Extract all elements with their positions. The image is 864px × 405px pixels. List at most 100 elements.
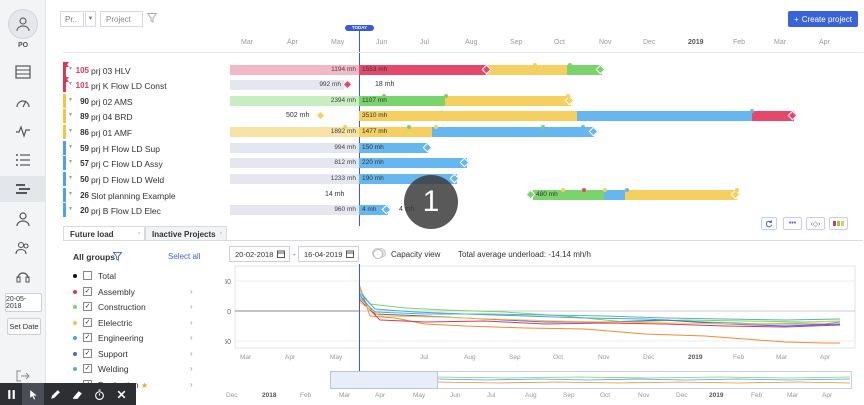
milestone-dot[interactable]	[582, 188, 586, 192]
expand-chevron-icon[interactable]: ▼	[68, 97, 73, 103]
milestone-dot[interactable]	[407, 125, 411, 129]
schedule-bar[interactable]	[625, 190, 737, 200]
project-row[interactable]: ▼ 105 prj 03 HLV 1194 mh 1553 mh	[63, 62, 863, 78]
project-row[interactable]: ▼ 89 prj 04 BRD 502 mh 3510 mh	[63, 109, 863, 124]
group-item[interactable]: ✓ Welding ›	[73, 364, 203, 377]
support-icon[interactable]	[13, 268, 33, 284]
funnel-icon[interactable]	[112, 252, 123, 261]
project-row[interactable]: ▼ 101 prj K Flow LD Const 992 mh 18 mh	[63, 77, 863, 93]
avatar[interactable]	[8, 9, 38, 39]
project-name[interactable]: Slot planning Example	[91, 191, 176, 201]
schedule-bar[interactable]: 3510 mh	[359, 111, 577, 121]
history-bar[interactable]: 1194 mh	[230, 65, 359, 75]
history-bar[interactable]: 992 mh	[230, 80, 344, 90]
milestone-dot[interactable]	[568, 63, 572, 67]
expand-chevron-icon[interactable]: ▼	[68, 81, 73, 87]
chevron-right-icon[interactable]: ›	[190, 364, 193, 373]
project-name[interactable]: prj 03 HLV	[91, 66, 131, 76]
filter-icon[interactable]	[146, 13, 158, 23]
table-icon[interactable]	[13, 64, 33, 80]
navigator-selection[interactable]	[330, 371, 438, 389]
schedule-bar[interactable]: 4 mh	[359, 205, 388, 215]
group-item[interactable]: ✓ Construction ›	[73, 302, 203, 315]
logout-icon[interactable]	[15, 370, 31, 382]
create-project-button[interactable]: + Create project	[788, 11, 858, 27]
milestone-dot[interactable]	[603, 188, 607, 192]
group-checkbox[interactable]: ✓	[83, 317, 92, 327]
milestone-dot[interactable]	[541, 125, 545, 129]
legend-toggle-button[interactable]	[829, 217, 848, 230]
project-row[interactable]: ▼ 26 Slot planning Example 14 mh 480 mh	[63, 188, 863, 203]
project-row[interactable]: ▼ 59 prj H Flow LD Sup 994 mh 150 mh	[63, 141, 863, 156]
project-name[interactable]: prj 02 AMS	[91, 97, 133, 107]
history-bar[interactable]: 2394 mh	[230, 96, 359, 106]
project-row[interactable]: ▼ 86 prj 01 AMF 1892 mh 1477 mh	[63, 125, 863, 140]
priority-filter-input[interactable]: Pr..	[60, 11, 84, 27]
project-name[interactable]: prj D Flow LD Weld	[91, 175, 165, 185]
group-checkbox[interactable]: ✓	[83, 348, 92, 358]
project-name[interactable]: prj C Flow LD Assy	[91, 159, 163, 169]
schedule-bar[interactable]: 480 mh	[533, 190, 604, 200]
project-name[interactable]: prj B Flow LD Elec	[91, 206, 161, 216]
schedule-bar[interactable]: 1553 mh	[359, 65, 486, 75]
chevron-right-icon[interactable]: ›	[190, 379, 193, 389]
group-checkbox[interactable]: ✓	[83, 333, 92, 342]
chevron-right-icon[interactable]: ›	[190, 333, 193, 342]
schedule-bar[interactable]: 1477 mh	[359, 127, 432, 137]
milestone-diamond[interactable]	[342, 79, 353, 90]
group-checkbox[interactable]: ✓	[83, 302, 92, 311]
chevron-right-icon[interactable]: ›	[190, 317, 193, 327]
gauge-icon[interactable]	[13, 94, 33, 110]
history-bar[interactable]: 812 mh	[230, 158, 359, 168]
activity-icon[interactable]	[13, 123, 33, 139]
project-filter-input[interactable]: Project	[100, 11, 143, 27]
schedule-bar[interactable]	[432, 127, 594, 137]
expand-chevron-icon[interactable]: ▼	[68, 191, 73, 197]
project-name[interactable]: prj 01 AMF	[91, 128, 133, 138]
close-toolbar-button[interactable]	[110, 383, 132, 405]
select-all-link[interactable]: Select all	[168, 252, 201, 261]
schedule-bar[interactable]: 1107 mh	[359, 96, 445, 106]
expand-chevron-icon[interactable]: ▼	[68, 144, 73, 150]
milestone-dot[interactable]	[382, 94, 386, 98]
chevron-right-icon[interactable]: ›	[190, 348, 193, 358]
group-item[interactable]: ✓ Elelectric ›	[73, 317, 203, 331]
pause-button[interactable]	[0, 383, 22, 405]
schedule-bar[interactable]	[567, 65, 602, 75]
schedule-bar[interactable]: 190 mh	[359, 174, 457, 184]
schedule-bar[interactable]	[577, 111, 752, 121]
project-row[interactable]: ▼ 57 prj C Flow LD Assy 812 mh 220 mh	[63, 156, 863, 171]
group-checkbox[interactable]: ✓	[83, 286, 92, 296]
schedule-bar[interactable]: 150 mh	[359, 143, 428, 153]
date-to-field[interactable]: 16-04-2019	[298, 246, 359, 262]
more-options-button[interactable]: •••	[783, 217, 802, 230]
date-from-field[interactable]: 20-02-2018	[229, 246, 290, 262]
list-icon[interactable]	[13, 152, 33, 168]
tab-future-load[interactable]: Future load ▫	[63, 226, 145, 241]
tab-close-icon[interactable]: ▫	[219, 230, 222, 237]
group-checkbox[interactable]: ✓	[83, 364, 92, 373]
milestone-dot[interactable]	[735, 188, 739, 192]
expand-chevron-icon[interactable]: ▼	[68, 112, 73, 118]
expand-chevron-icon[interactable]: ▼	[68, 206, 73, 212]
expand-chevron-icon[interactable]: ▼	[68, 159, 73, 165]
milestone-dot[interactable]	[581, 125, 585, 129]
gantt-icon[interactable]	[0, 176, 46, 202]
project-name[interactable]: prj H Flow LD Sup	[91, 144, 160, 154]
priority-filter-dropdown[interactable]: ▼	[85, 11, 96, 27]
zoom-button[interactable]: ‹◇›	[806, 217, 825, 230]
set-date-button[interactable]: Set Date	[7, 318, 41, 335]
capacity-view-toggle[interactable]	[372, 248, 386, 259]
expand-chevron-icon[interactable]: ▼	[68, 175, 73, 181]
project-row[interactable]: ▼ 90 prj 02 AMS 2394 mh 1107 mh	[63, 94, 863, 109]
pen-button[interactable]	[44, 383, 66, 405]
milestone-dot[interactable]	[566, 94, 570, 98]
history-bar[interactable]: 1233 mh	[230, 174, 359, 184]
group-checkbox[interactable]	[83, 271, 92, 280]
pointer-button[interactable]	[22, 383, 44, 405]
group-item[interactable]: Total	[73, 271, 203, 284]
history-bar[interactable]: 1892 mh	[230, 127, 359, 137]
project-name[interactable]: prj K Flow LD Const	[91, 81, 167, 91]
project-row[interactable]: ▼ 50 prj D Flow LD Weld 1233 mh 190 mh	[63, 172, 863, 187]
